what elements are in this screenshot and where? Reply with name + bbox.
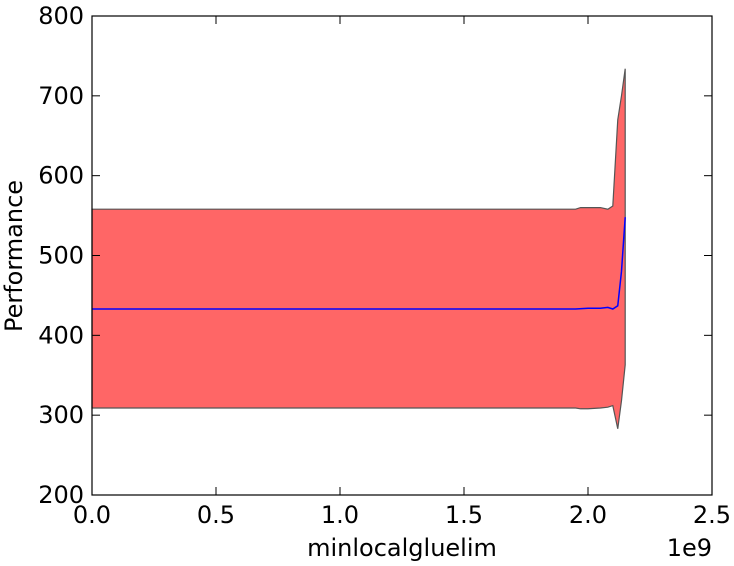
x-tick-label: 2.5	[693, 501, 731, 529]
x-tick-label: 0.0	[73, 501, 111, 529]
mean-performance-line	[92, 217, 626, 310]
y-tick-label: 600	[38, 162, 84, 190]
tick-layer: 0.0 0.5 1.0 1.5 2.0 2.5 200 300 400 500 600 700 800	[38, 2, 731, 529]
y-tick-label: 200	[38, 481, 84, 509]
x-offset-label: 1e9	[667, 534, 712, 562]
y-tick-label: 300	[38, 401, 84, 429]
y-tick-label: 500	[38, 242, 84, 270]
mean-line-layer	[92, 217, 626, 310]
y-axis-title: Performance	[0, 180, 28, 332]
y-tick-label: 800	[38, 2, 84, 30]
std-band-area	[91, 68, 626, 429]
x-tick-label: 1.5	[445, 501, 483, 529]
y-tick-label: 700	[38, 82, 84, 110]
std-band-layer	[91, 68, 626, 429]
x-tick-label: 1.0	[321, 501, 359, 529]
x-tick-label: 2.0	[569, 501, 607, 529]
x-axis-title: minlocalgluelim	[307, 534, 497, 562]
y-tick-label: 400	[38, 321, 84, 349]
x-tick-label: 0.5	[197, 501, 235, 529]
